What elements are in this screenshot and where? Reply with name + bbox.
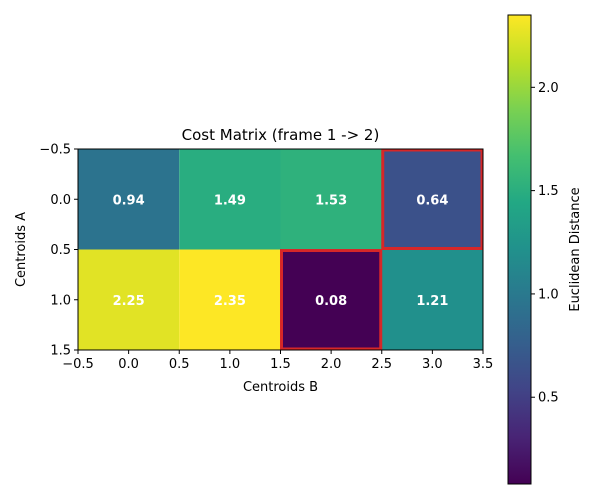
heatmap-cell-r1-c2 [280, 249, 382, 350]
cell-label-r0-c3: 0.64 [416, 193, 448, 208]
cell-label-r0-c1: 1.49 [214, 193, 246, 208]
highlight-box-0 [381, 148, 484, 250]
heatmap-cell-r1-c1 [179, 249, 281, 350]
heatmap-cell-r0-c3 [381, 149, 483, 250]
heatmap-cell-r0-c0 [78, 149, 180, 250]
y-axis-label: Centroids A [14, 212, 29, 287]
colorbar-tick-label: 0.5 [538, 391, 559, 406]
heatmap-cell-r1-c3 [381, 249, 483, 350]
x-axis: −0.5 0.0 0.5 1.0 1.5 2.0 2.5 3.0 3.5 [62, 350, 493, 372]
assignment-highlights [280, 148, 484, 351]
x-tick-label: 2.0 [321, 357, 342, 372]
heatmap-cell-labels: 0.94 1.49 1.53 0.64 2.25 2.35 0.08 1.21 [113, 193, 449, 309]
x-tick-label: 1.5 [270, 357, 291, 372]
x-tick-label: 1.0 [220, 357, 241, 372]
x-tick-label: 0.5 [169, 357, 190, 372]
cell-label-r0-c0: 0.94 [113, 193, 145, 208]
highlight-box-1 [280, 249, 383, 351]
colorbar [507, 14, 532, 485]
y-tick-label: 1.5 [50, 344, 71, 359]
x-tick-label: 0.0 [118, 357, 139, 372]
cell-label-r1-c3: 1.21 [416, 294, 448, 309]
cell-label-r1-c2: 0.08 [315, 294, 347, 309]
y-tick-label: 0.5 [50, 243, 71, 258]
heatmap-cells [78, 149, 483, 350]
y-axis: −0.5 0.0 0.5 1.0 1.5 [39, 143, 78, 359]
colorbar-tick-label: 2.0 [538, 81, 559, 96]
chart-title: Cost Matrix (frame 1 -> 2) [182, 126, 380, 144]
x-axis-label: Centroids B [243, 380, 318, 395]
colorbar-ticks: 0.5 1.0 1.5 2.0 [531, 81, 559, 406]
cell-label-r0-c2: 1.53 [315, 193, 347, 208]
cell-label-r1-c1: 2.35 [214, 294, 246, 309]
cell-label-r1-c0: 2.25 [113, 294, 145, 309]
y-tick-label: 1.0 [50, 293, 71, 308]
y-tick-label: 0.0 [50, 193, 71, 208]
x-tick-label: 3.5 [473, 357, 494, 372]
heatmap-cell-r0-c2 [280, 149, 382, 250]
colorbar-tick-label: 1.0 [538, 287, 559, 302]
heatmap-cell-r1-c0 [78, 249, 180, 350]
x-tick-label: 3.0 [422, 357, 443, 372]
x-tick-label: 2.5 [371, 357, 392, 372]
x-tick-label: −0.5 [62, 357, 94, 372]
heatmap-cell-r0-c1 [179, 149, 281, 250]
y-tick-label: −0.5 [39, 143, 71, 158]
colorbar-tick-label: 1.5 [538, 184, 559, 199]
colorbar-label: Euclidean Distance [568, 187, 583, 311]
